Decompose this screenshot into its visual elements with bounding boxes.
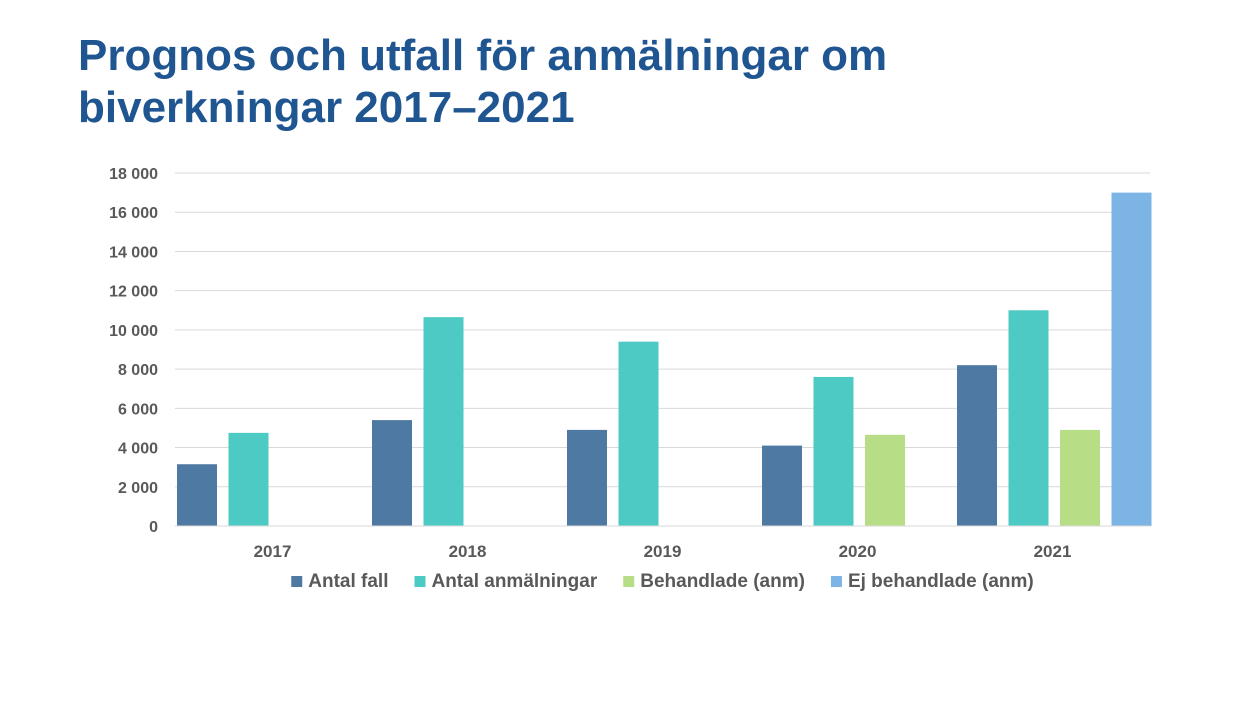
slide-title-line-2: biverkningar 2017–2021 xyxy=(78,83,575,132)
legend-swatch-antal-anm-lningar xyxy=(414,576,426,587)
y-tick-label: 10 000 xyxy=(109,323,158,340)
legend-label-behandlade-anm: Behandlade (anm) xyxy=(640,571,805,592)
bar-antal-fall-2021 xyxy=(957,365,997,526)
y-tick-label: 14 000 xyxy=(109,244,158,261)
y-tick-label: 18 000 xyxy=(109,166,158,183)
bar-antal-anm-lningar-2017 xyxy=(228,432,269,526)
y-tick-label: 0 xyxy=(149,519,158,536)
legend-label-ej-behandlade-anm: Ej behandlade (anm) xyxy=(848,571,1034,592)
x-tick-label-2018: 2018 xyxy=(449,542,487,561)
y-tick-label: 4 000 xyxy=(118,441,158,458)
bars xyxy=(177,192,1152,526)
bar-antal-anm-lningar-2019 xyxy=(618,341,659,526)
legend-label-antal-anm-lningar: Antal anmälningar xyxy=(431,571,597,592)
bar-antal-fall-2020 xyxy=(762,445,802,526)
y-tick-label: 6 000 xyxy=(118,401,158,418)
x-tick-label-2019: 2019 xyxy=(644,542,682,561)
y-tick-label: 12 000 xyxy=(109,284,158,301)
bar-antal-fall-2019 xyxy=(567,429,607,526)
bar-antal-anm-lningar-2020 xyxy=(813,376,854,526)
y-axis-tick-labels: 0 2 000 4 000 6 000 8 000 10 000 12 000 14 000 1… xyxy=(109,166,158,536)
gridlines xyxy=(175,172,1150,488)
bar-antal-fall-2017 xyxy=(177,464,217,526)
legend-swatch-behandlade-anm xyxy=(623,576,635,587)
slide-title-line-1: Prognos och utfall för anmälningar om xyxy=(78,31,888,80)
legend: Antal fall Antal anmälningar Behandlade (a… xyxy=(291,571,1034,592)
x-tick-label-2020: 2020 xyxy=(839,542,877,561)
x-tick-label-2021: 2021 xyxy=(1034,542,1072,561)
bar-antal-anm-lningar-2021 xyxy=(1008,310,1049,526)
slide-title: Prognos och utfall för anmälningar om bi… xyxy=(78,30,1178,134)
x-tick-label-2017: 2017 xyxy=(254,542,292,561)
legend-swatch-antal-fall xyxy=(291,576,303,587)
legend-swatch-ej-behandlade-anm xyxy=(830,576,842,587)
x-axis-category-labels: 2017 2018 2019 2020 2021 xyxy=(254,542,1072,561)
y-tick-label: 16 000 xyxy=(109,205,158,222)
y-tick-label: 2 000 xyxy=(118,480,158,497)
legend-label-antal-fall: Antal fall xyxy=(308,571,388,592)
bar-antal-anm-lningar-2018 xyxy=(423,317,464,526)
y-tick-label: 8 000 xyxy=(118,362,158,379)
bar-behandlade-anm-2021 xyxy=(1060,429,1100,526)
bar-ej-behandlade-anm-2021 xyxy=(1111,192,1152,526)
bar-antal-fall-2018 xyxy=(372,420,412,526)
bar-behandlade-anm-2020 xyxy=(865,434,905,526)
